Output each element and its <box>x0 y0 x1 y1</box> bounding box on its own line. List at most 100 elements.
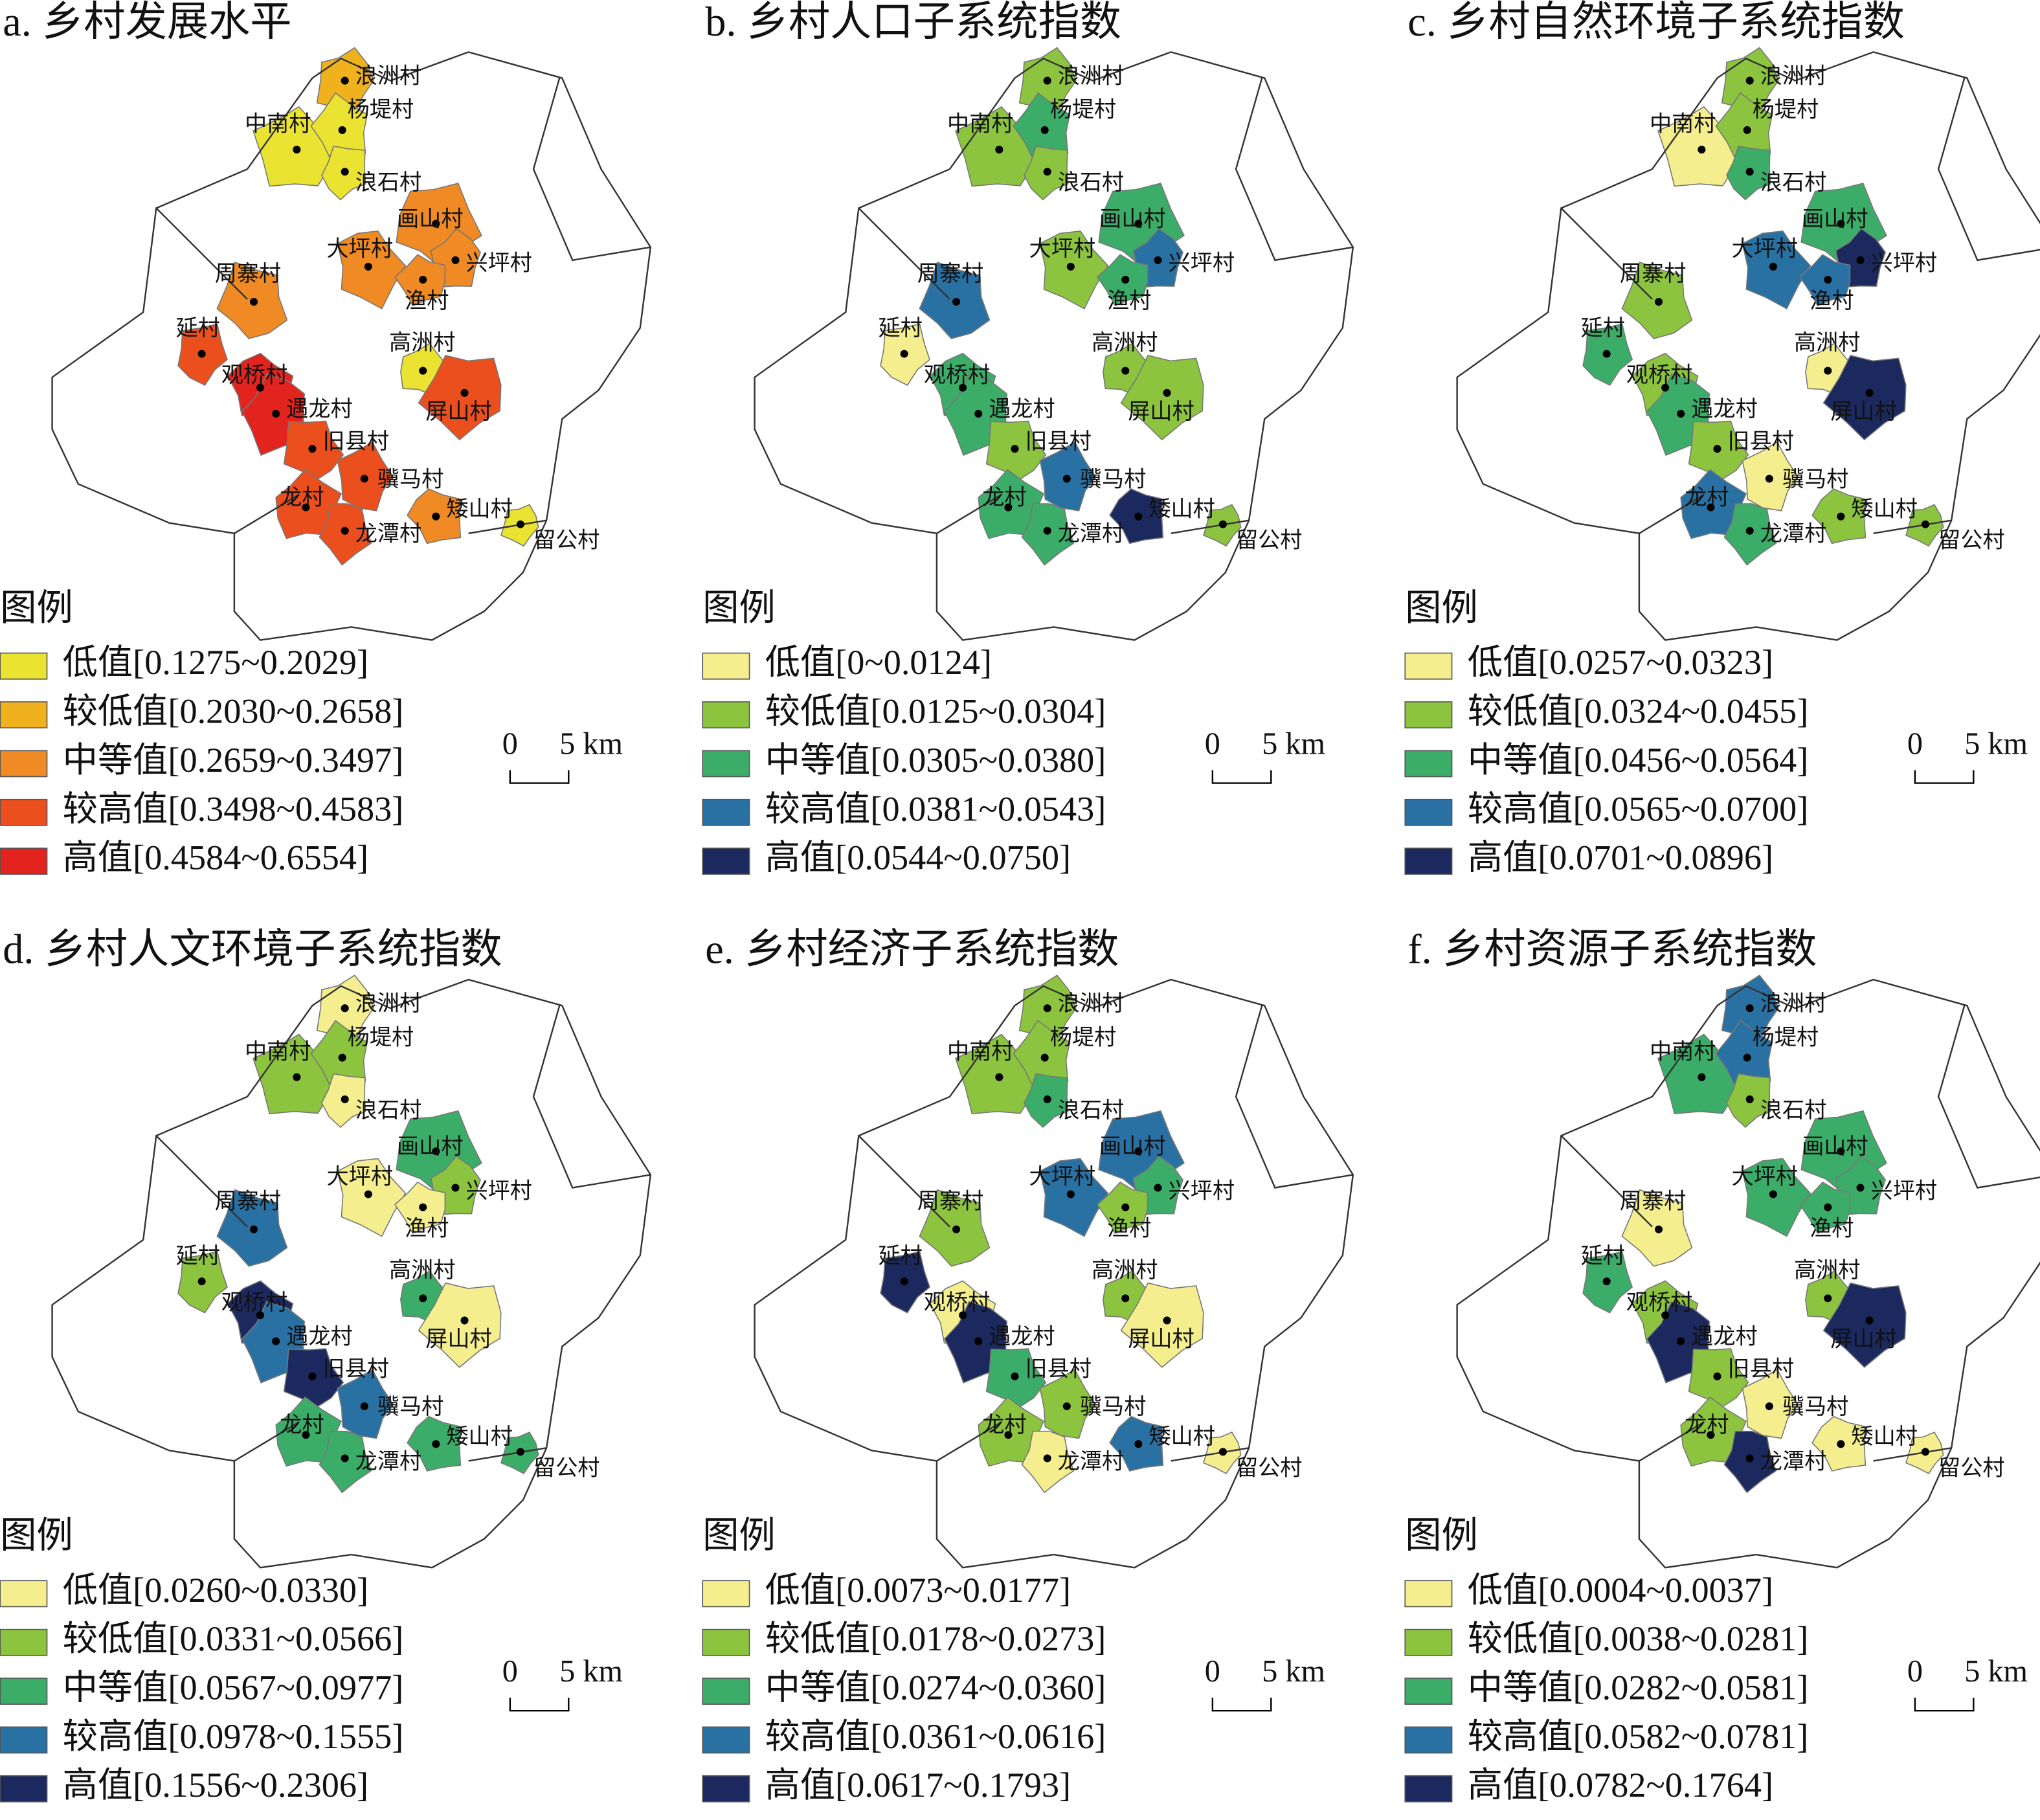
village-label: 矮山村 <box>1851 1424 1917 1449</box>
village-dot <box>995 1073 1003 1081</box>
village-label: 渔村 <box>1107 289 1151 313</box>
village-dot <box>1602 350 1611 358</box>
village-label: 渔村 <box>405 1217 449 1241</box>
panel-title: e. 乡村经济子系统指数 <box>705 927 1119 972</box>
village-label: 延村 <box>1581 316 1625 341</box>
village-dot <box>1121 1294 1130 1303</box>
village-label: 兴坪村 <box>1169 1178 1235 1203</box>
village-label: 画山村 <box>397 207 463 231</box>
village-label: 龙潭村 <box>1760 1449 1826 1474</box>
scale-label: 0 <box>1205 1654 1220 1689</box>
village-dot <box>900 350 908 358</box>
village-region <box>1039 1158 1109 1237</box>
village-dot <box>1856 1184 1865 1192</box>
legend-swatch <box>0 798 48 826</box>
village-label: 渔村 <box>405 289 449 313</box>
legend-swatch <box>0 701 48 729</box>
village-dot <box>1837 219 1845 228</box>
village-dot <box>1661 1311 1670 1320</box>
village-dot <box>959 383 967 392</box>
village-label: 旧县村 <box>323 1357 389 1382</box>
village-dot <box>1865 1316 1874 1325</box>
village-dot <box>1066 1190 1075 1198</box>
village-label: 杨堤村 <box>348 98 414 122</box>
legend-swatch <box>702 798 750 826</box>
panel-title: a. 乡村发展水平 <box>3 0 291 45</box>
village-dot <box>249 298 258 306</box>
village-dot <box>974 1337 983 1345</box>
village-dot <box>1066 262 1075 271</box>
village-dot <box>516 520 524 528</box>
village-dot <box>1655 298 1663 306</box>
legend-swatch <box>0 1628 48 1656</box>
village-label: 延村 <box>1581 1244 1625 1268</box>
village-label: 骥马村 <box>377 1395 443 1419</box>
panel-title: f. 乡村资源子系统指数 <box>1407 927 1817 972</box>
village-region <box>1822 1282 1907 1368</box>
legend-title: 图例 <box>702 1516 776 1556</box>
village-label: 杨堤村 <box>1753 1025 1819 1050</box>
village-label: 浪石村 <box>1058 1098 1124 1123</box>
legend-label: 低值[0.0257~0.0323] <box>1468 643 1773 682</box>
village-dot <box>1154 256 1162 264</box>
village-label: 浪石村 <box>355 170 421 195</box>
village-region <box>1120 355 1204 441</box>
village-label: 杨堤村 <box>1050 1025 1116 1050</box>
legend-swatch <box>1404 652 1453 680</box>
village-dot <box>341 526 349 535</box>
legend-label: 低值[0.1275~0.2029] <box>63 643 368 682</box>
village-dot <box>419 1294 427 1303</box>
village-label: 周寨村 <box>1620 1189 1686 1213</box>
village-dot <box>341 1454 349 1463</box>
village-dot <box>959 1311 967 1320</box>
legend-swatch <box>702 1678 750 1705</box>
village-dot <box>1713 1372 1721 1380</box>
legend-label: 高值[0.0617~0.1793] <box>765 1766 1071 1804</box>
legend-swatch <box>1404 1628 1453 1656</box>
scale-label: 5 km <box>1262 726 1325 761</box>
village-dot <box>302 503 310 511</box>
village-label: 大坪村 <box>1029 237 1095 262</box>
village-dot <box>1163 1316 1171 1325</box>
village-label: 观桥村 <box>924 363 990 388</box>
village-region <box>418 1282 502 1368</box>
legend-label: 较高值[0.0565~0.0700] <box>1468 789 1809 828</box>
village-region <box>337 230 407 309</box>
village-dot <box>1043 168 1051 176</box>
village-label: 屏山村 <box>425 1327 491 1351</box>
legend-swatch <box>702 1726 750 1754</box>
legend-swatch <box>0 1726 48 1754</box>
village-label: 矮山村 <box>1149 497 1215 521</box>
legend-swatch <box>1404 750 1453 778</box>
village-label: 浪洲村 <box>1058 991 1124 1016</box>
village-label: 周寨村 <box>917 262 983 286</box>
village-dot <box>1921 1448 1929 1456</box>
village-dot <box>432 512 440 521</box>
panel-title: d. 乡村人文环境子系统指数 <box>3 927 502 972</box>
panel-title: c. 乡村自然环境子系统指数 <box>1407 0 1905 45</box>
legend-title: 图例 <box>0 588 73 628</box>
legend-swatch <box>0 750 48 778</box>
village-label: 画山村 <box>1099 1134 1165 1159</box>
village-label: 观桥村 <box>221 363 287 388</box>
legend-swatch <box>0 652 48 680</box>
legend-label: 低值[0.0004~0.0037] <box>1468 1571 1773 1610</box>
legend-label: 较低值[0.0178~0.0273] <box>765 1619 1106 1658</box>
legend-label: 中等值[0.0305~0.0380] <box>765 741 1106 780</box>
village-label: 兴坪村 <box>1871 251 1937 276</box>
village-dot <box>272 1337 280 1345</box>
village-dot <box>1743 126 1751 134</box>
village-label: 画山村 <box>1802 1134 1868 1159</box>
legend-swatch <box>1404 1775 1453 1803</box>
village-label: 旧县村 <box>1026 1357 1092 1382</box>
village-label: 屏山村 <box>425 399 491 424</box>
village-region <box>1120 1282 1204 1368</box>
village-label: 浪洲村 <box>355 991 421 1016</box>
scale-bar <box>509 1698 570 1712</box>
village-label: 周寨村 <box>1620 262 1686 286</box>
village-region <box>418 355 502 441</box>
village-dot <box>1121 366 1130 375</box>
scale-bar <box>509 770 570 784</box>
